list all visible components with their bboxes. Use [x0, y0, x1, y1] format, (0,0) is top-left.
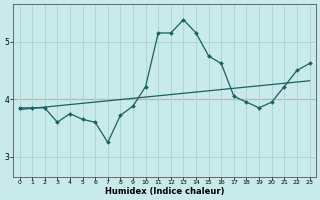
X-axis label: Humidex (Indice chaleur): Humidex (Indice chaleur) — [105, 187, 224, 196]
